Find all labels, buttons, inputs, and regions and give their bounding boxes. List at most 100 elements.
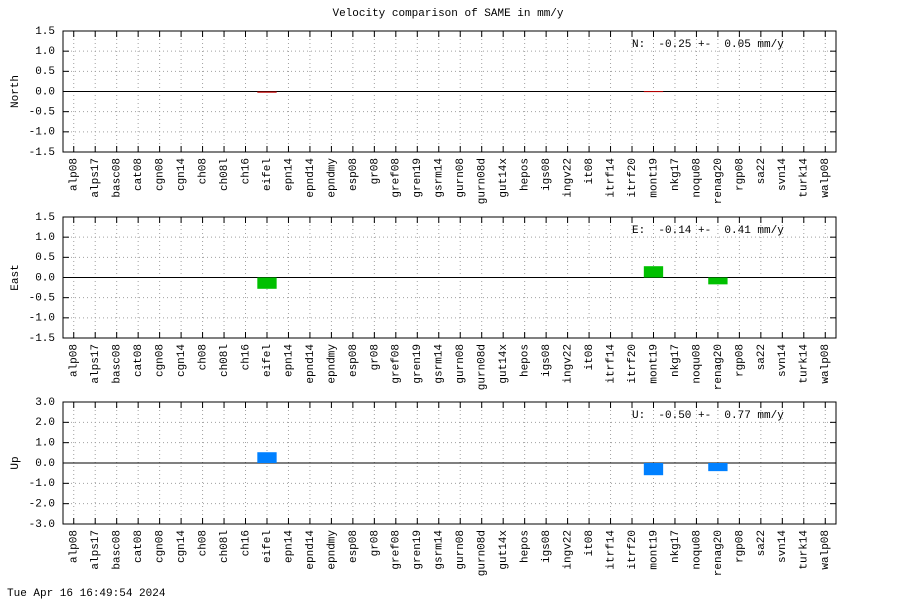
x-tick-label: sa22 xyxy=(756,530,768,556)
x-tick-label: hepos xyxy=(520,158,532,191)
y-tick-label: -0.5 xyxy=(29,107,55,119)
x-tick-label: ingv22 xyxy=(563,530,575,570)
x-tick-label: itrf14 xyxy=(605,158,617,198)
bar xyxy=(643,91,664,93)
x-tick-label: alps17 xyxy=(90,344,102,384)
x-tick-label: epnd14 xyxy=(305,530,317,570)
x-tick-label: mont19 xyxy=(648,158,660,198)
x-tick-label: cgn08 xyxy=(155,158,167,191)
x-tick-label: ch08l xyxy=(219,158,231,191)
x-tick-label: svn14 xyxy=(777,344,789,377)
x-tick-label: it08 xyxy=(584,530,596,556)
x-tick-label: itrf14 xyxy=(605,344,617,384)
x-tick-label: rgp08 xyxy=(734,158,746,191)
x-tick-label: alps17 xyxy=(90,158,102,198)
x-tick-label: walp08 xyxy=(820,530,832,570)
bar xyxy=(708,463,728,472)
annotation: E: -0.14 +- 0.41 mm/y xyxy=(632,225,784,237)
bar xyxy=(708,277,728,285)
x-tick-label: ch08l xyxy=(219,344,231,377)
x-tick-label: epndmy xyxy=(326,158,338,198)
y-tick-label: -1.0 xyxy=(29,478,55,490)
y-tick-label: 1.5 xyxy=(35,212,55,224)
x-tick-label: gurn08d xyxy=(477,530,489,576)
y-tick-label: 1.0 xyxy=(35,232,55,244)
x-tick-label: ch16 xyxy=(240,158,252,184)
x-tick-label: turk14 xyxy=(799,158,811,198)
x-tick-label: noqu08 xyxy=(691,344,703,384)
x-tick-label: epn14 xyxy=(283,344,295,377)
x-tick-label: gurn08d xyxy=(477,344,489,390)
annotation: U: -0.50 +- 0.77 mm/y xyxy=(632,410,784,422)
x-tick-label: alps17 xyxy=(90,530,102,570)
x-tick-label: gren19 xyxy=(412,530,424,570)
x-tick-label: gr08 xyxy=(369,158,381,184)
x-tick-label: eifel xyxy=(262,158,274,191)
x-tick-label: gut14x xyxy=(498,344,510,384)
timestamp: Tue Apr 16 16:49:54 2024 xyxy=(7,588,166,600)
x-tick-label: svn14 xyxy=(777,158,789,191)
y-tick-label: 0.0 xyxy=(35,272,55,284)
y-tick-label: 3.0 xyxy=(35,397,55,409)
x-tick-label: gut14x xyxy=(498,530,510,570)
y-axis-label: North xyxy=(10,75,22,108)
x-tick-label: gren19 xyxy=(412,158,424,198)
x-tick-label: epnd14 xyxy=(305,158,317,198)
x-tick-label: itrf14 xyxy=(605,530,617,570)
y-axis-label: East xyxy=(10,264,22,290)
y-tick-label: 1.0 xyxy=(35,46,55,58)
x-tick-label: ch08 xyxy=(197,158,209,184)
x-tick-label: cgn14 xyxy=(176,344,188,377)
x-tick-label: walp08 xyxy=(820,158,832,198)
x-tick-label: cgn08 xyxy=(155,344,167,377)
x-tick-label: hepos xyxy=(520,530,532,563)
x-tick-label: rgp08 xyxy=(734,344,746,377)
x-tick-label: hepos xyxy=(520,344,532,377)
x-tick-label: turk14 xyxy=(799,344,811,384)
x-tick-label: esp08 xyxy=(348,158,360,191)
x-tick-label: renag20 xyxy=(713,158,725,204)
x-tick-label: sa22 xyxy=(756,158,768,184)
x-tick-label: gurn08 xyxy=(455,158,467,198)
x-tick-label: igs08 xyxy=(541,158,553,191)
y-tick-label: -3.0 xyxy=(29,519,55,531)
x-tick-label: svn14 xyxy=(777,530,789,563)
x-tick-label: gsrm14 xyxy=(434,530,446,570)
x-tick-label: ch08l xyxy=(219,530,231,563)
x-tick-label: cat08 xyxy=(133,158,145,191)
bar xyxy=(257,91,277,93)
x-tick-label: gsrm14 xyxy=(434,344,446,384)
x-tick-label: basc08 xyxy=(112,530,124,570)
y-tick-label: 0.5 xyxy=(35,252,55,264)
x-tick-label: alp08 xyxy=(69,158,81,191)
y-tick-label: -1.0 xyxy=(29,313,55,325)
x-tick-label: mont19 xyxy=(648,344,660,384)
x-tick-label: alp08 xyxy=(69,344,81,377)
x-tick-label: gref08 xyxy=(391,344,403,384)
x-tick-label: esp08 xyxy=(348,344,360,377)
x-tick-label: gurn08d xyxy=(477,158,489,204)
x-tick-label: itrf20 xyxy=(627,530,639,570)
x-tick-label: cgn08 xyxy=(155,530,167,563)
y-tick-label: -1.0 xyxy=(29,127,55,139)
x-tick-label: ingv22 xyxy=(563,344,575,384)
x-tick-label: gref08 xyxy=(391,158,403,198)
x-tick-label: gurn08 xyxy=(455,344,467,384)
x-tick-label: gr08 xyxy=(369,530,381,556)
x-tick-label: noqu08 xyxy=(691,158,703,198)
x-tick-label: alp08 xyxy=(69,530,81,563)
x-tick-label: it08 xyxy=(584,158,596,184)
y-tick-label: -2.0 xyxy=(29,499,55,511)
x-tick-label: ch16 xyxy=(240,530,252,556)
y-tick-label: 0.0 xyxy=(35,458,55,470)
bar xyxy=(643,463,664,476)
x-tick-label: epn14 xyxy=(283,530,295,563)
x-tick-label: rgp08 xyxy=(734,530,746,563)
x-tick-label: cat08 xyxy=(133,344,145,377)
bar xyxy=(257,452,277,463)
x-tick-label: igs08 xyxy=(541,344,553,377)
y-tick-label: 1.0 xyxy=(35,438,55,450)
x-tick-label: ch08 xyxy=(197,344,209,370)
plot-frame xyxy=(62,401,837,525)
